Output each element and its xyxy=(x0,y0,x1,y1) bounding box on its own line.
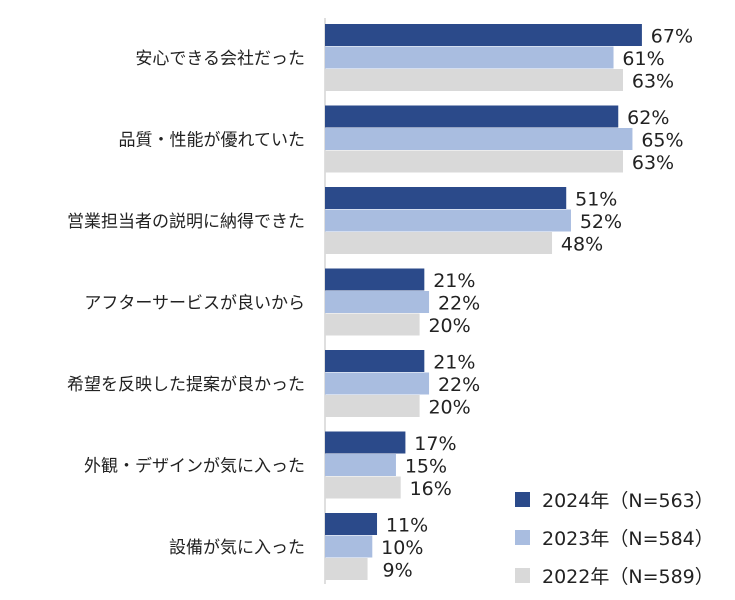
bar-1-6 xyxy=(325,535,373,558)
category-label: 希望を反映した提案が良かった xyxy=(67,375,305,395)
value-label: 48% xyxy=(561,234,603,256)
bar-0-5 xyxy=(325,431,406,454)
bar-2-2 xyxy=(325,232,553,254)
value-label: 9% xyxy=(382,560,412,582)
value-label: 10% xyxy=(381,537,423,559)
bar-0-1 xyxy=(325,105,619,128)
value-label: 20% xyxy=(428,397,470,419)
bar-0-2 xyxy=(325,187,567,209)
value-label: 21% xyxy=(433,352,475,374)
category-labels: 安心できる会社だった品質・性能が優れていた営業担当者の説明に納得できたアフターサ… xyxy=(67,49,305,558)
bar-1-1 xyxy=(325,128,633,150)
legend-swatch xyxy=(515,568,530,583)
bar-1-0 xyxy=(325,46,614,69)
legend-swatch xyxy=(515,492,530,507)
bar-2-5 xyxy=(325,476,401,499)
bar-0-4 xyxy=(325,350,425,372)
category-label: 安心できる会社だった xyxy=(135,49,305,69)
value-label: 61% xyxy=(622,48,664,70)
bar-2-0 xyxy=(325,69,623,91)
value-label: 63% xyxy=(632,152,674,174)
bar-1-4 xyxy=(325,372,430,395)
legend-label: 2023年（N=584） xyxy=(542,528,714,550)
value-label: 22% xyxy=(438,293,480,315)
category-label: 営業担当者の説明に納得できた xyxy=(67,212,305,232)
value-label: 22% xyxy=(438,374,480,396)
category-label: 設備が気に入った xyxy=(169,538,305,558)
bar-0-6 xyxy=(325,513,378,535)
bar-0-0 xyxy=(325,24,642,46)
value-label: 52% xyxy=(580,211,622,233)
value-label: 67% xyxy=(651,26,693,48)
bar-2-3 xyxy=(325,313,420,336)
bars-group xyxy=(325,24,642,580)
value-label: 63% xyxy=(632,71,674,93)
value-label: 17% xyxy=(414,433,456,455)
bar-2-6 xyxy=(325,558,368,580)
bar-1-3 xyxy=(325,291,430,313)
value-label: 21% xyxy=(433,270,475,292)
bar-0-3 xyxy=(325,268,425,291)
legend: 2024年（N=563） 2023年（N=584） 2022年（N=589） xyxy=(515,490,714,588)
value-label: 11% xyxy=(386,515,428,537)
category-label: 外観・デザインが気に入った xyxy=(84,455,305,476)
value-label: 65% xyxy=(641,130,683,152)
bar-2-1 xyxy=(325,150,623,173)
value-label: 15% xyxy=(405,456,447,478)
value-labels: 67%61%63%62%65%63%51%52%48%21%22%20%21%2… xyxy=(381,26,693,582)
legend-label: 2024年（N=563） xyxy=(542,490,714,512)
value-label: 62% xyxy=(627,107,669,129)
category-label: アフターサービスが良いから xyxy=(84,293,305,313)
value-label: 51% xyxy=(575,189,617,211)
value-label: 16% xyxy=(410,478,452,500)
category-label: 品質・性能が優れていた xyxy=(119,130,306,150)
bar-1-5 xyxy=(325,454,396,476)
value-label: 20% xyxy=(428,315,470,337)
legend-label: 2022年（N=589） xyxy=(542,566,714,588)
legend-swatch xyxy=(515,530,530,545)
bar-1-2 xyxy=(325,209,571,232)
bar-2-4 xyxy=(325,395,420,417)
